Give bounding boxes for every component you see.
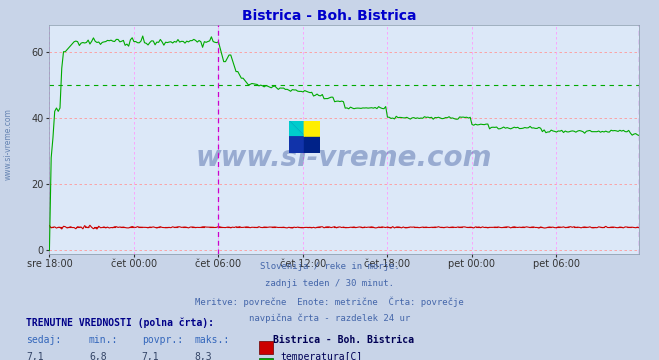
Text: sedaj:: sedaj: (26, 335, 61, 345)
Text: 8,3: 8,3 (194, 352, 212, 360)
Text: Meritve: povrečne  Enote: metrične  Črta: povrečje: Meritve: povrečne Enote: metrične Črta: … (195, 297, 464, 307)
Polygon shape (304, 121, 320, 137)
Text: navpična črta - razdelek 24 ur: navpična črta - razdelek 24 ur (249, 314, 410, 323)
Polygon shape (304, 121, 320, 137)
Text: Bistrica - Boh. Bistrica: Bistrica - Boh. Bistrica (243, 9, 416, 23)
Text: zadnji teden / 30 minut.: zadnji teden / 30 minut. (265, 279, 394, 288)
Polygon shape (289, 121, 304, 137)
Text: TRENUTNE VREDNOSTI (polna črta):: TRENUTNE VREDNOSTI (polna črta): (26, 318, 214, 328)
Text: www.si-vreme.com: www.si-vreme.com (196, 144, 492, 172)
Text: 7,1: 7,1 (26, 352, 44, 360)
Text: Slovenija / reke in morje.: Slovenija / reke in morje. (260, 262, 399, 271)
Text: min.:: min.: (89, 335, 119, 345)
Polygon shape (289, 137, 304, 153)
Text: www.si-vreme.com: www.si-vreme.com (3, 108, 13, 180)
Text: temperatura[C]: temperatura[C] (280, 352, 362, 360)
Text: 6,8: 6,8 (89, 352, 107, 360)
Text: 7,1: 7,1 (142, 352, 159, 360)
Polygon shape (289, 121, 304, 137)
Polygon shape (289, 121, 320, 153)
Text: maks.:: maks.: (194, 335, 229, 345)
Polygon shape (304, 137, 320, 153)
Text: Bistrica - Boh. Bistrica: Bistrica - Boh. Bistrica (273, 335, 415, 345)
Text: povpr.:: povpr.: (142, 335, 183, 345)
